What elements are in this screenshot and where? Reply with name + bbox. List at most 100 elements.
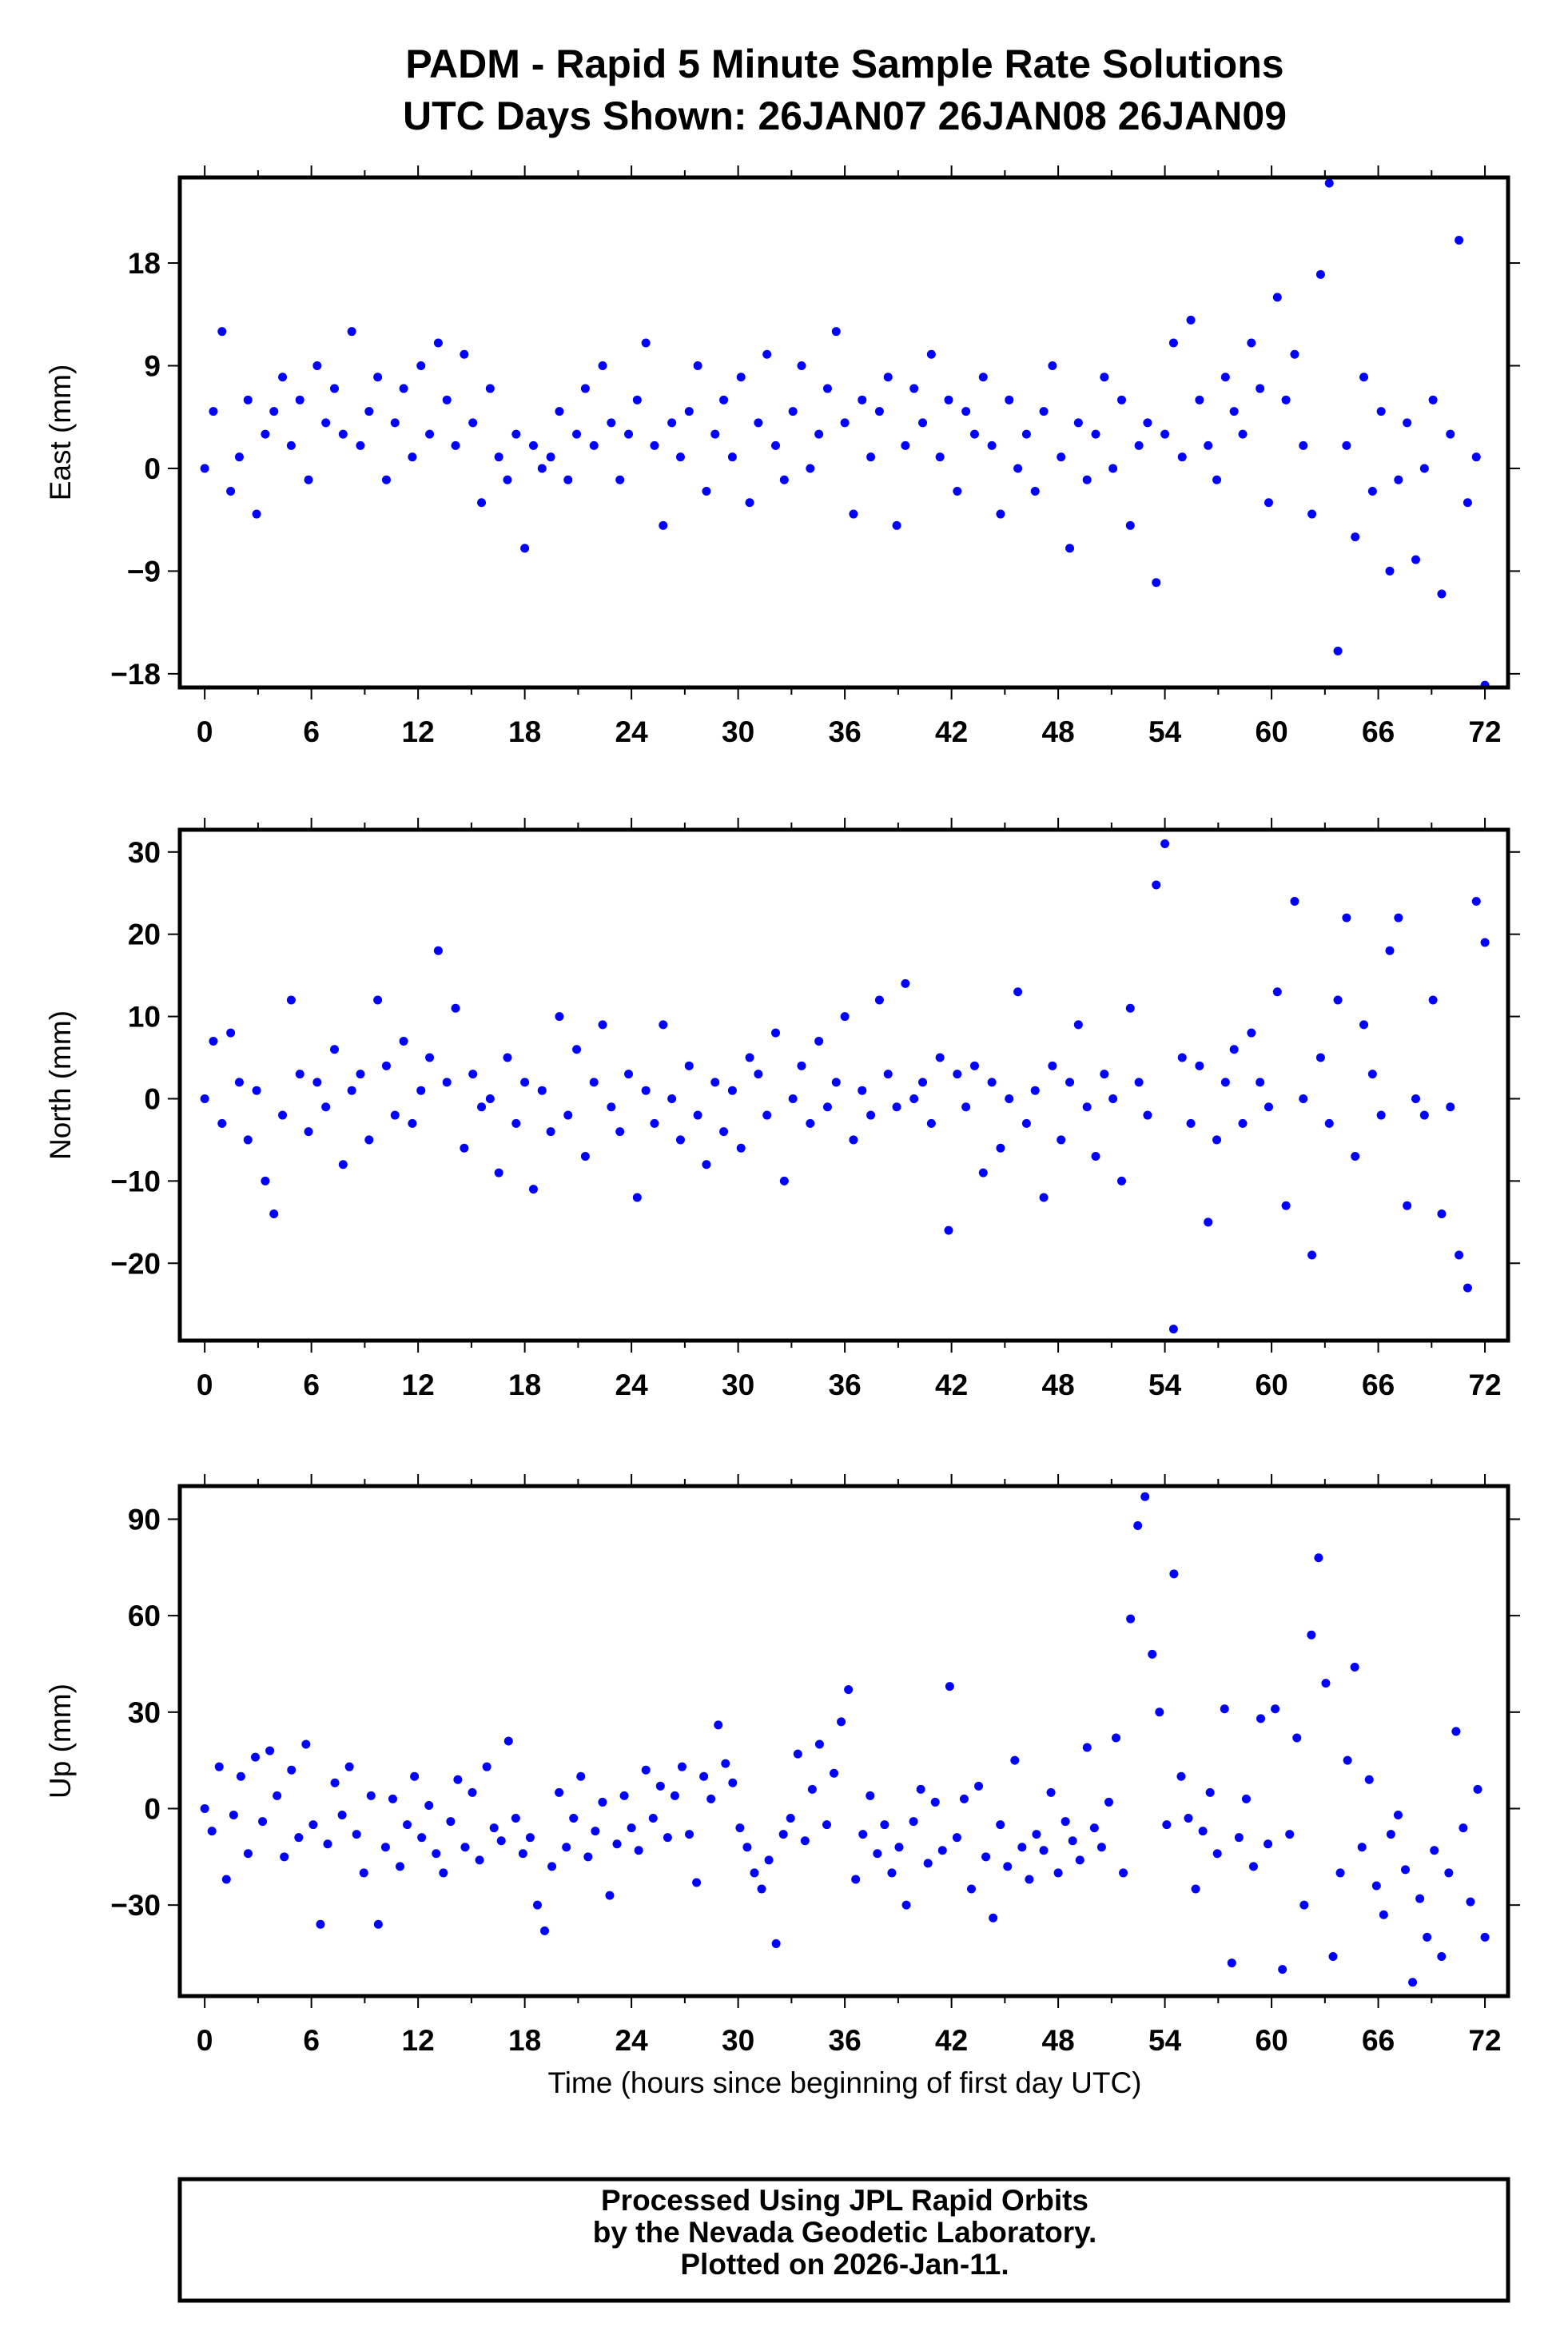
data-point [719,1127,729,1137]
data-point [1430,1846,1439,1855]
data-point [1108,464,1118,473]
data-point [1005,1094,1014,1103]
data-point [736,373,746,382]
y-tick-label: 60 [128,1600,161,1632]
data-point [520,1078,530,1087]
data-point [1471,452,1481,462]
data-point [1061,1817,1070,1827]
data-point [1204,1217,1213,1227]
x-tick-label: 0 [197,1369,213,1401]
data-point [1065,1078,1075,1087]
data-point [451,440,460,450]
data-point [356,1070,365,1079]
data-point [380,1843,390,1852]
data-point [364,1135,374,1145]
x-tick-label: 12 [402,715,435,748]
data-point [659,520,668,530]
data-point [937,1846,947,1855]
data-point [1480,938,1490,947]
data-point [598,1797,607,1807]
data-point [892,520,901,530]
data-point [916,1784,925,1794]
x-tick-label: 66 [1362,2024,1395,2057]
data-point [416,361,426,371]
data-point [978,373,988,382]
x-tick-label: 6 [303,715,320,748]
data-point [1162,1820,1172,1830]
data-point [1082,1102,1092,1112]
data-point [207,1827,217,1836]
data-point [778,1830,788,1839]
data-point [944,395,953,404]
data-point [417,1833,427,1843]
data-point [1444,1868,1454,1878]
data-point [693,1110,702,1120]
data-point [295,1070,304,1079]
data-point [1379,1910,1388,1919]
data-point [485,1094,495,1103]
data-point [1335,1868,1345,1878]
data-point [966,1884,976,1894]
data-point [667,418,677,428]
data-point [312,361,322,371]
data-point [874,407,884,416]
data-point [511,1118,521,1128]
data-point [641,338,651,348]
data-point [475,1855,484,1865]
data-point [632,1193,642,1202]
data-point [1351,1152,1360,1162]
data-point [209,1036,218,1046]
data-point [918,418,928,428]
data-point [814,429,824,439]
data-point [583,1852,593,1862]
x-tick-label: 66 [1362,1369,1395,1401]
data-point [416,1086,426,1095]
data-point [477,1102,487,1112]
data-point [1082,1743,1092,1752]
y-tick-label: 18 [128,247,161,280]
data-point [1134,440,1144,450]
x-tick-label: 12 [402,2024,435,2057]
data-point [1256,1078,1265,1087]
data-point [304,1127,313,1137]
data-point [1437,589,1447,599]
data-point [356,440,365,450]
y-axis-label: Up (mm) [44,1684,77,1799]
data-point [234,1078,244,1087]
data-point [1168,338,1178,348]
x-tick-label: 36 [829,2024,862,2057]
data-point [874,995,884,1005]
data-point [214,1762,224,1771]
data-point [1466,1897,1475,1907]
data-point [1116,395,1126,404]
data-point [1212,1135,1222,1145]
data-point [699,1771,709,1781]
panel-up: 0 6 12 18 24 30 36 42 48 54 60 66 72 90 60 30 0 −30 Up (mm… [44,1474,1520,2099]
data-point [1119,1868,1128,1878]
data-point [615,1127,625,1137]
x-tick-label: 54 [1148,715,1182,748]
x-tick-label: 42 [935,1369,968,1401]
data-point [1411,1094,1420,1103]
data-point [308,1820,318,1830]
data-point [1134,1078,1144,1087]
data-point [1351,532,1360,542]
data-point [563,475,573,484]
data-point [677,1762,686,1771]
data-point [503,475,512,484]
data-point [1428,395,1438,404]
data-point [433,946,443,955]
data-point [873,1849,882,1859]
data-point [243,395,253,404]
data-point [883,373,893,382]
data-point [252,509,261,519]
data-point [822,1820,831,1830]
y-tick-label: 0 [144,1792,161,1825]
data-point [1256,1714,1266,1723]
data-point [1053,1868,1063,1878]
data-point [1075,1855,1084,1865]
data-point [1220,373,1230,382]
data-point [269,407,279,416]
data-point [1264,1839,1273,1849]
data-point [667,1094,677,1103]
